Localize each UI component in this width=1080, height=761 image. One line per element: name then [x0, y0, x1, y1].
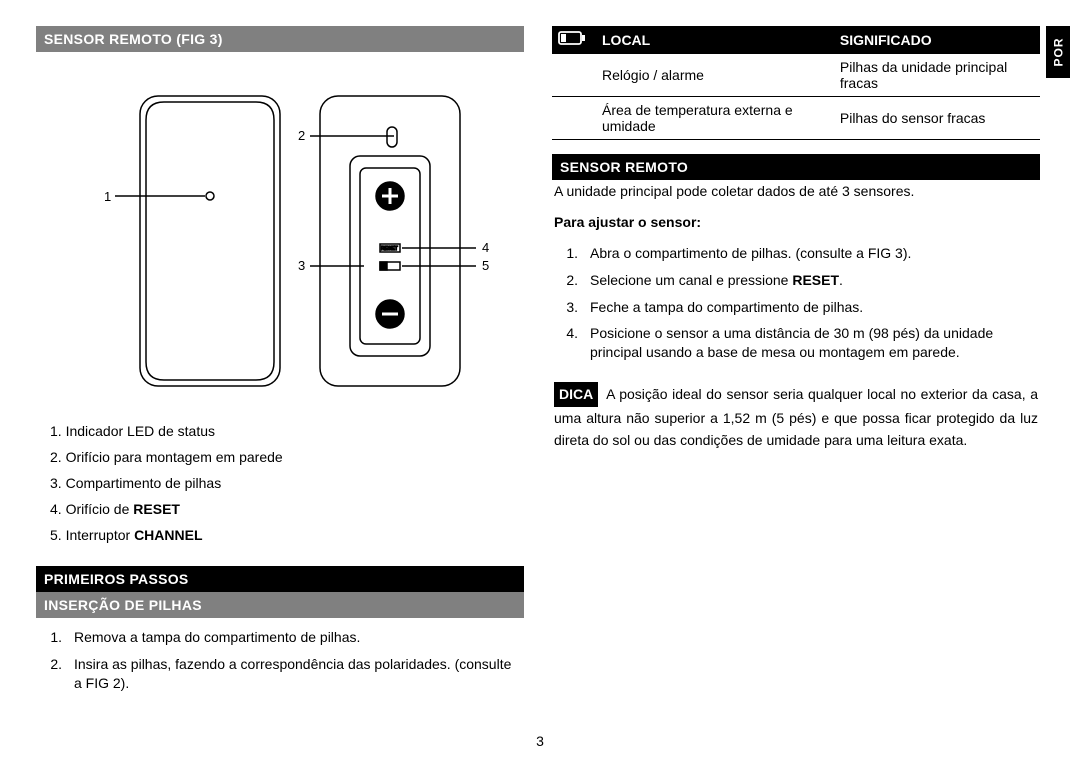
page-body: SENSOR REMOTO (FIG 3) 1 — [36, 26, 1040, 741]
fig3-legend: 1. Indicador LED de status 2. Orifício p… — [36, 416, 524, 566]
table-head-sig: SIGNIFICADO — [834, 26, 1040, 54]
right-column: LOCAL SIGNIFICADO Relógio / alarme Pilha… — [552, 26, 1040, 741]
tip-label: DICA — [554, 382, 598, 406]
remote-intro: A unidade principal pode coletar dados d… — [552, 180, 1040, 211]
page-number: 3 — [0, 733, 1080, 749]
battery-icon-header — [552, 26, 596, 54]
left-column: SENSOR REMOTO (FIG 3) 1 — [36, 26, 524, 741]
legend-item: 3. Compartimento de pilhas — [40, 470, 520, 496]
first-steps-header: PRIMEIROS PASSOS — [36, 566, 524, 592]
tip-box: DICA A posição ideal do sensor seria qua… — [552, 380, 1040, 453]
callout-4: 4 — [482, 240, 489, 255]
callout-2: 2 — [298, 128, 305, 143]
list-item: 2.Insira as pilhas, fazendo a correspond… — [40, 651, 520, 697]
callout-3: 3 — [298, 258, 305, 273]
table-row: Relógio / alarme Pilhas da unidade princ… — [552, 54, 1040, 97]
fig3-diagram: 1 — [60, 76, 500, 406]
legend-item: 5. Interruptor CHANNEL — [40, 522, 520, 548]
table-row: Área de temperatura externa e umidade Pi… — [552, 97, 1040, 140]
fig3-header: SENSOR REMOTO (FIG 3) — [36, 26, 524, 52]
legend-item: 1. Indicador LED de status — [40, 418, 520, 444]
language-tab: POR — [1046, 26, 1070, 78]
list-item: 4.Posicione o sensor a uma distância de … — [556, 320, 1036, 366]
fig3-diagram-wrap: 1 — [36, 52, 524, 416]
list-item: 1.Abra o compartimento de pilhas. (consu… — [556, 240, 1036, 267]
insert-batteries-header: INSERÇÃO DE PILHAS — [36, 592, 524, 618]
adjust-sensor-steps: 1.Abra o compartimento de pilhas. (consu… — [552, 234, 1040, 366]
tip-text: A posição ideal do sensor seria qualquer… — [554, 386, 1038, 448]
callout-1: 1 — [104, 189, 111, 204]
list-item: 2.Selecione um canal e pressione RESET. — [556, 267, 1036, 294]
insert-batteries-steps: 1.Remova a tampa do compartimento de pil… — [36, 618, 524, 697]
battery-table: LOCAL SIGNIFICADO Relógio / alarme Pilha… — [552, 26, 1040, 140]
table-head-local: LOCAL — [596, 26, 834, 54]
legend-item: 2. Orifício para montagem em parede — [40, 444, 520, 470]
adjust-sensor-label: Para ajustar o sensor: — [552, 211, 1040, 234]
battery-icon — [558, 31, 586, 45]
reset-label: RESET — [381, 246, 398, 252]
list-item: 3.Feche a tampa do compartimento de pilh… — [556, 294, 1036, 321]
callout-5: 5 — [482, 258, 489, 273]
list-item: 1.Remova a tampa do compartimento de pil… — [40, 624, 520, 651]
language-tab-text: POR — [1051, 37, 1065, 66]
remote-sensor-header: SENSOR REMOTO — [552, 154, 1040, 180]
legend-item: 4. Orifício de RESET — [40, 496, 520, 522]
